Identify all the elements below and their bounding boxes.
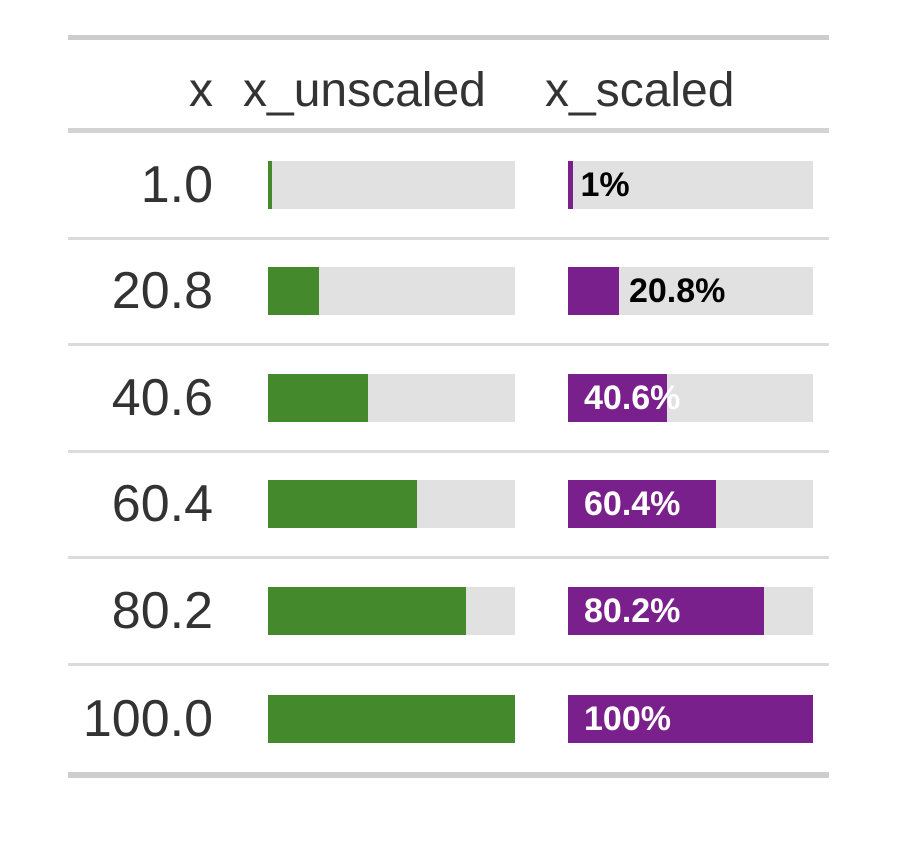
scaled-bar-label: 1% [580, 165, 630, 204]
scaled-bar: 20.8% [568, 267, 813, 316]
column-header-x: x [189, 64, 213, 117]
table-bottom-border [68, 772, 829, 778]
unscaled-bar-fill [268, 267, 320, 316]
scaled-bar-fill [568, 267, 619, 316]
scaled-bar-fill [568, 373, 668, 422]
column-headers: x x_unscaled x_scaled [68, 40, 829, 128]
scaled-bar-label: 20.8% [628, 272, 726, 311]
scaled-bar-label: 80.2% [584, 591, 681, 630]
table-top-border [68, 35, 829, 40]
scaled-bar: 40.6% [568, 373, 813, 422]
table-row: 80.2 80.2% [68, 559, 829, 666]
unscaled-bar-fill [268, 694, 515, 743]
unscaled-bar [268, 160, 515, 209]
gt-table: x x_unscaled x_scaled 1.0 1% 20.8 20.8% … [68, 35, 829, 778]
table-row: 60.4 60.4% [68, 453, 829, 559]
column-header-x-scaled: x_scaled [545, 64, 735, 117]
scaled-bar: 100% [568, 694, 813, 743]
table-row: 100.0 100% [68, 666, 829, 773]
scaled-bar-label: 100% [584, 699, 671, 738]
scaled-bar-label: 40.6% [584, 378, 681, 417]
scaled-bar-label: 60.4% [584, 485, 681, 524]
x-value: 60.4 [111, 475, 213, 534]
scaled-bar-fill [568, 694, 813, 743]
table-row: 20.8 20.8% [68, 240, 829, 346]
unscaled-bar [268, 586, 515, 635]
scaled-bar: 1% [568, 160, 813, 209]
scaled-bar: 60.4% [568, 480, 813, 529]
x-value: 20.8 [111, 262, 213, 321]
x-value: 80.2 [111, 581, 213, 640]
column-header-x-unscaled: x_unscaled [243, 64, 486, 117]
unscaled-bar-fill [268, 373, 369, 422]
scaled-bar-fill [568, 480, 716, 529]
scaled-bar-fill [568, 160, 573, 209]
unscaled-bar [268, 373, 515, 422]
scaled-bar-fill [568, 586, 765, 635]
table-row: 1.0 1% [68, 133, 829, 240]
unscaled-bar-fill [268, 586, 467, 635]
unscaled-bar [268, 694, 515, 743]
unscaled-bar [268, 267, 515, 316]
header-bottom-border [68, 128, 829, 133]
unscaled-bar-fill [268, 480, 418, 529]
x-value: 1.0 [140, 155, 213, 214]
unscaled-bar-fill [268, 160, 272, 209]
x-value: 40.6 [111, 368, 213, 427]
scaled-bar: 80.2% [568, 586, 813, 635]
unscaled-bar [268, 480, 515, 529]
x-value: 100.0 [82, 689, 213, 748]
table-row: 40.6 40.6% [68, 346, 829, 453]
